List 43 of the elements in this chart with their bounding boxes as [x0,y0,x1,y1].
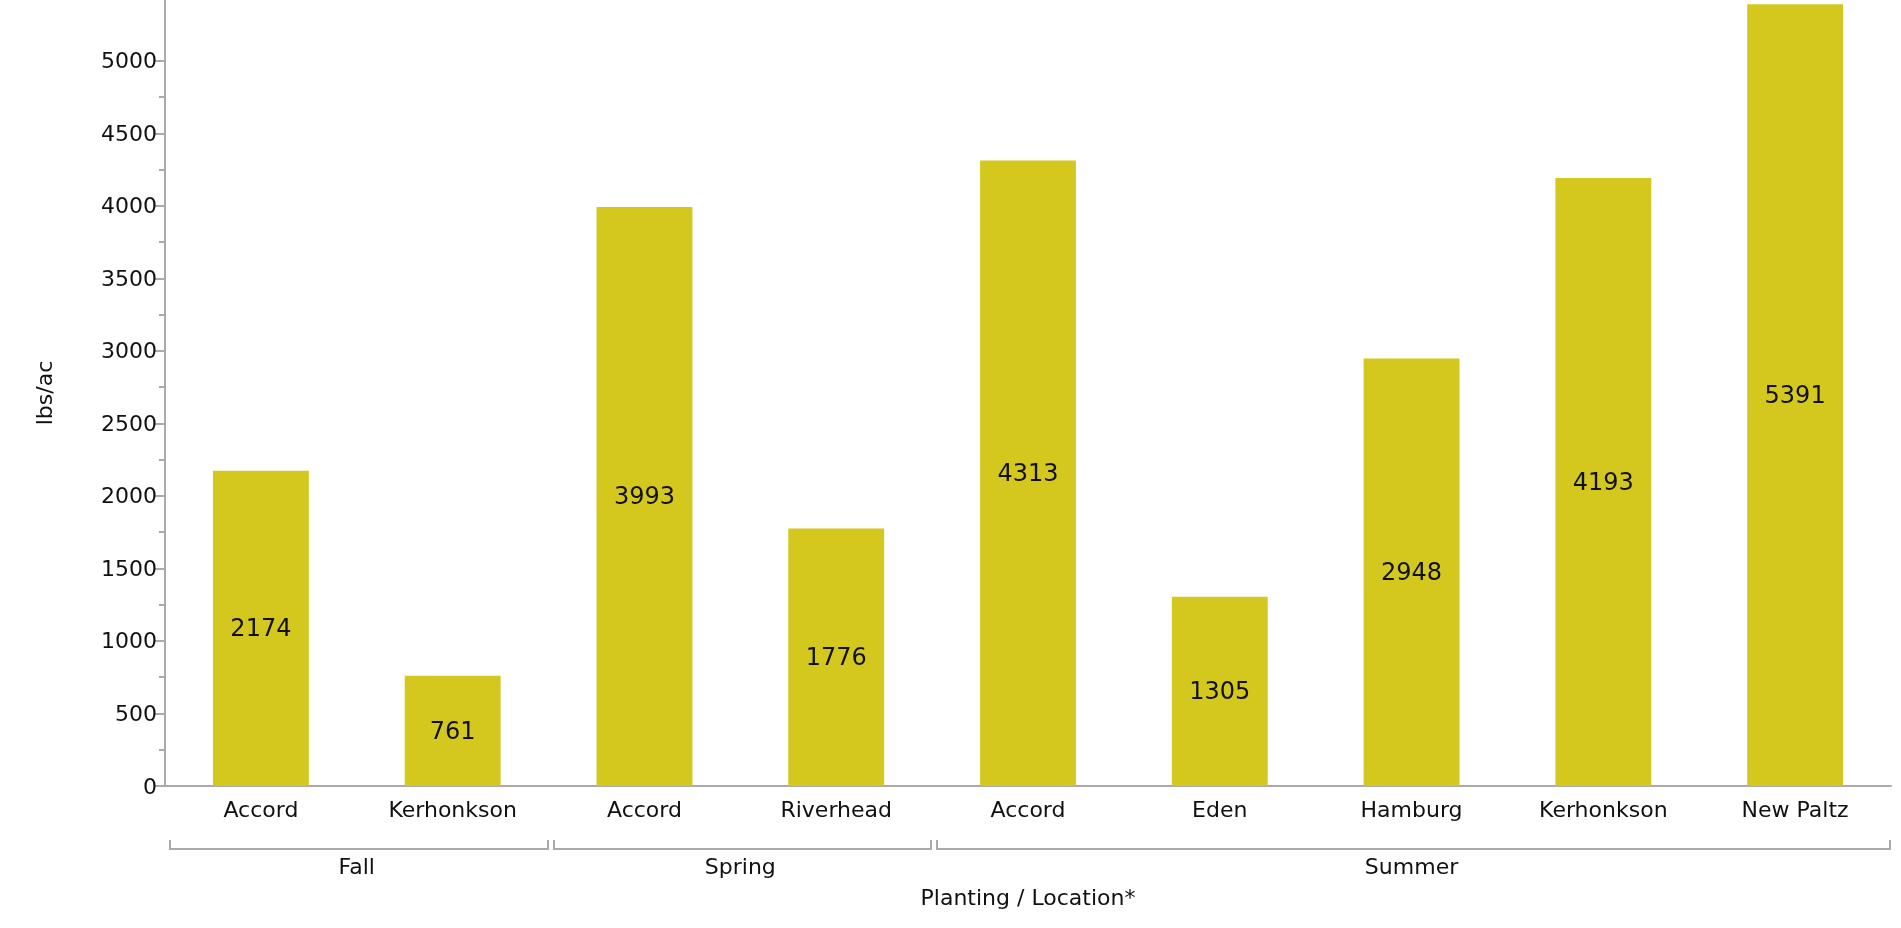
data-label: 761 [429,716,476,745]
x-tick-label: Eden [1192,796,1248,822]
y-axis-title: lbs/ac [31,360,57,426]
data-label: 2174 [230,614,292,643]
y-tick-label: 4500 [101,120,157,146]
data-label: 1305 [1189,677,1251,706]
y-tick-label: 0 [143,773,157,799]
data-label: 4313 [997,459,1059,488]
x-tick-label: Accord [223,796,299,822]
bar [1555,177,1652,786]
y-tick-label: 2000 [101,483,157,509]
y-tick-label: 2500 [101,410,157,436]
data-label: 3993 [613,482,675,511]
bar [788,528,885,786]
y-tick-label: 1500 [101,555,157,581]
y-tick-label: 4000 [101,193,157,219]
x-tick-label: Kerhonkson [388,796,517,822]
x-tick-label: Accord [990,796,1066,822]
bar [1747,4,1844,786]
text: Fall [337,854,376,879]
data-label: 4193 [1572,467,1634,496]
y-tick-label: 3500 [101,265,157,291]
y-tick-label: 3000 [101,338,157,364]
bar [404,675,501,786]
bar [596,206,693,786]
bar [1363,358,1460,786]
x-tick-label: Riverhead [780,796,892,822]
bar [980,160,1076,786]
text: Summer [1363,854,1460,879]
data-label: 1776 [805,643,867,672]
text: Spring [703,854,777,879]
bar [1171,596,1268,786]
y-tick-label: 1000 [101,628,157,654]
y-tick-label: 5000 [101,48,157,74]
x-tick-label: New Paltz [1741,796,1849,822]
x-tick-label: Hamburg [1360,796,1463,822]
x-tick-label: Kerhonkson [1539,796,1668,822]
data-label: 5391 [1764,381,1826,410]
y-tick-label: 500 [115,700,157,726]
bar [212,470,309,786]
x-axis-title: Planting / Location* [920,884,1136,910]
data-label: 2948 [1381,558,1443,587]
x-tick-label: Accord [606,796,682,822]
